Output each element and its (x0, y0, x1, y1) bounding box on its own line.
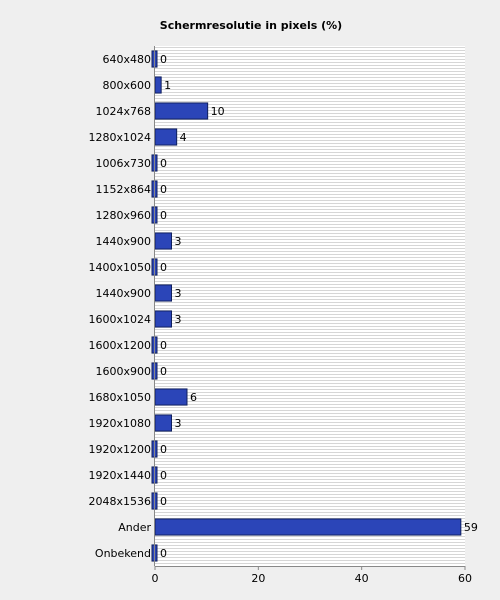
data-label: 0 (160, 209, 167, 222)
bar (154, 518, 462, 536)
category-label: 800x600 (102, 79, 151, 92)
category-label: 1600x1200 (89, 339, 152, 352)
data-label: 3 (175, 313, 182, 326)
bar (154, 388, 188, 406)
data-label: 1 (164, 79, 171, 92)
data-label: 59 (464, 521, 478, 534)
data-label: 3 (175, 235, 182, 248)
category-label: Onbekend (95, 547, 151, 560)
data-label: 3 (175, 287, 182, 300)
data-label: 3 (175, 417, 182, 430)
x-tick-label: 40 (355, 572, 369, 585)
category-label: Ander (118, 521, 151, 534)
category-label: 1600x1024 (89, 313, 152, 326)
bar (154, 76, 162, 94)
category-label: 1920x1440 (89, 469, 152, 482)
category-label: 1152x864 (96, 183, 152, 196)
category-label: 1920x1200 (89, 443, 152, 456)
bar (154, 414, 172, 432)
bar (154, 284, 172, 302)
data-label: 6 (190, 391, 197, 404)
data-label: 0 (160, 495, 167, 508)
data-label: 4 (180, 131, 187, 144)
category-label: 2048x1536 (89, 495, 152, 508)
category-label: 1400x1050 (89, 261, 152, 274)
x-tick-label: 0 (152, 572, 159, 585)
bar-series (151, 50, 462, 562)
category-label: 1440x900 (96, 235, 152, 248)
category-label: 1680x1050 (89, 391, 152, 404)
data-label: 0 (160, 469, 167, 482)
category-label: 640x480 (102, 53, 151, 66)
data-label: 0 (160, 261, 167, 274)
bar (154, 128, 178, 146)
category-label: 1006x730 (96, 157, 152, 170)
x-axis: 0 20 40 60 (152, 46, 472, 585)
category-label: 1280x1024 (89, 131, 152, 144)
data-label: 0 (160, 157, 167, 170)
data-label: 0 (160, 339, 167, 352)
bar (154, 102, 209, 120)
category-label: 1280x960 (96, 209, 152, 222)
data-label: 0 (160, 443, 167, 456)
data-label: 0 (160, 547, 167, 560)
category-label: 1920x1080 (89, 417, 152, 430)
data-label: 0 (160, 183, 167, 196)
category-labels: 640x480 800x600 1024x768 1280x1024 1006x730 1… (89, 53, 152, 560)
x-tick-label: 60 (458, 572, 472, 585)
chart-title: Schermresolutie in pixels (%) (160, 19, 342, 32)
category-label: 1600x900 (96, 365, 152, 378)
bar (154, 232, 172, 250)
gridlines (155, 47, 465, 564)
data-label: 0 (160, 365, 167, 378)
data-label: 10 (211, 105, 225, 118)
bar (154, 310, 172, 328)
data-label: 0 (160, 53, 167, 66)
category-label: 1024x768 (96, 105, 152, 118)
x-tick-label: 20 (251, 572, 265, 585)
category-label: 1440x900 (96, 287, 152, 300)
